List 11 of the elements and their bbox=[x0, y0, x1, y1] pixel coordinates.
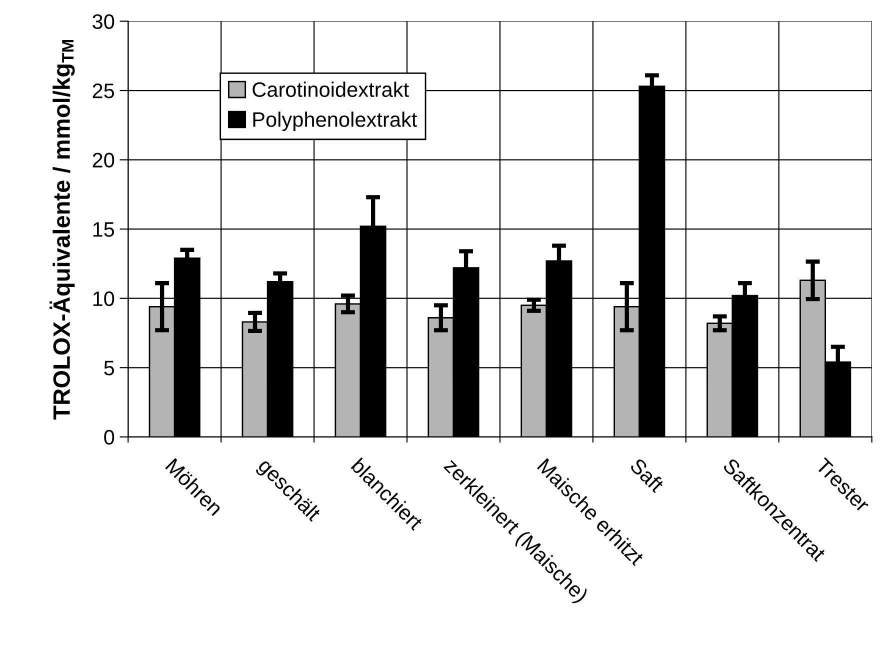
y-tick-label: 10 bbox=[93, 291, 114, 306]
y-tick-label: 20 bbox=[92, 152, 114, 168]
legend-label: Carotinoidextrakt bbox=[252, 82, 409, 97]
x-tick-label: Saft bbox=[629, 457, 666, 494]
y-tick-label: 15 bbox=[93, 222, 114, 237]
y-tick-label: 0 bbox=[104, 430, 114, 445]
y-tick-label: 25 bbox=[92, 84, 114, 98]
y-tick-label: 30 bbox=[92, 14, 114, 29]
legend-label: Polyphenolextrakt bbox=[253, 112, 418, 132]
y-tick-label: 5 bbox=[104, 360, 114, 376]
y-axis-title: TROLOX-Äquivalente / mmol/kg$_{TM}$ bbox=[50, 40, 75, 420]
